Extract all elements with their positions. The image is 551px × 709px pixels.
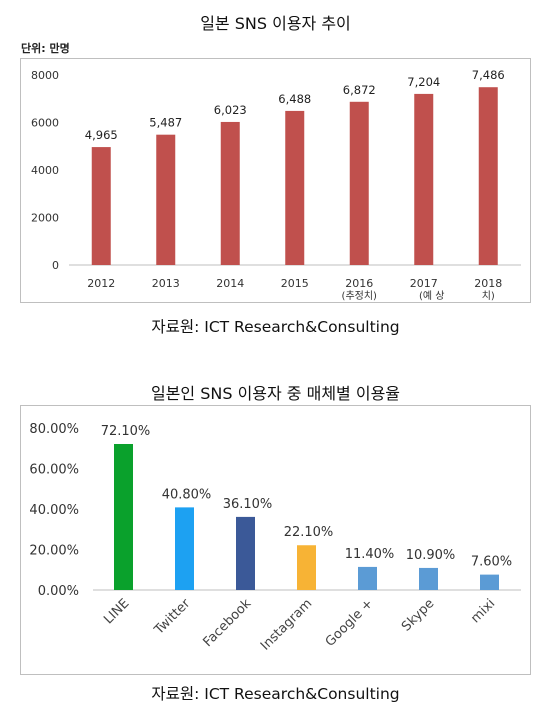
x-tick-label: 2017 — [410, 277, 438, 290]
chart2-source: 자료원: ICT Research&Consulting — [151, 685, 400, 703]
bar-2017 — [414, 93, 434, 265]
data-label: 7,204 — [407, 75, 440, 89]
data-label: 36.10% — [223, 497, 273, 512]
data-label: 4,965 — [85, 128, 118, 142]
chart1-title: 일본 SNS 이용자 추이 — [200, 14, 351, 33]
bar-2014 — [220, 121, 240, 265]
x-tick-label: 2015 — [281, 277, 309, 290]
y-tick-label: 2000 — [31, 212, 59, 225]
bar-line — [114, 443, 133, 590]
y-tick-label: 8000 — [31, 69, 59, 82]
bar-google — [358, 566, 377, 590]
chart2-title: 일본인 SNS 이용자 중 매체별 이용율 — [150, 384, 401, 403]
data-label: 10.90% — [406, 548, 456, 563]
x-tick-label: 2012 — [87, 277, 115, 290]
y-tick-label: 0 — [52, 259, 59, 272]
bar-skype — [419, 567, 438, 590]
bar-twitter — [175, 507, 194, 590]
data-label: 5,487 — [149, 116, 182, 130]
y-tick-label: 6000 — [31, 117, 59, 130]
data-label: 6,488 — [278, 92, 311, 106]
data-label: 72.10% — [101, 424, 151, 439]
x-tick-label: Twitter — [151, 596, 194, 639]
x-tick-label: Google + — [323, 596, 377, 650]
x-tick-label: mixi — [468, 596, 498, 626]
bar-2018 — [478, 87, 498, 265]
data-label: 6,023 — [214, 103, 247, 117]
bar-2013 — [156, 134, 176, 265]
x-tick-label: 2018 — [474, 277, 502, 290]
data-label: 6,872 — [343, 83, 376, 97]
x-tick-label: Instagram — [258, 596, 315, 653]
bar-2015 — [285, 110, 305, 265]
y-tick-label: 4000 — [31, 164, 59, 177]
x-tick-label: 2016 — [345, 277, 373, 290]
y-tick-label: 40.00% — [29, 503, 79, 518]
y-tick-label: 20.00% — [29, 544, 79, 559]
bar-2016 — [349, 101, 369, 265]
chart2-plot: 0.00% 20.00% 40.00% 60.00% 80.00% 72.10% LINE 4… — [29, 422, 521, 654]
bar-mixi — [480, 574, 499, 590]
data-label: 22.10% — [284, 525, 334, 540]
x-tick-label: Facebook — [201, 596, 255, 650]
x-tick-note: 치) — [482, 290, 495, 302]
chart1-panel: 0 2000 4000 6000 8000 4,965 2012 5,487 2013 6,023… — [20, 58, 531, 303]
bar-facebook — [236, 516, 255, 590]
y-tick-label: 60.00% — [29, 463, 79, 478]
x-tick-label: 2013 — [152, 277, 180, 290]
y-tick-label: 80.00% — [29, 422, 79, 437]
x-tick-note: (추정치) — [342, 290, 378, 302]
x-tick-label: LINE — [101, 596, 132, 627]
x-tick-label: Skype — [399, 596, 437, 634]
bar-instagram — [297, 545, 316, 590]
data-label: 7,486 — [472, 68, 505, 82]
y-tick-label: 0.00% — [38, 584, 79, 599]
bar-2012 — [91, 147, 111, 265]
data-label: 7.60% — [471, 555, 512, 570]
data-label: 40.80% — [162, 487, 212, 502]
chart1-source: 자료원: ICT Research&Consulting — [151, 318, 400, 336]
data-label: 11.40% — [345, 547, 395, 562]
chart1-plot: 0 2000 4000 6000 8000 4,965 2012 5,487 2013 6,023… — [31, 68, 521, 302]
x-tick-note: (예 상 — [419, 290, 444, 302]
chart1-unit-label: 단위: 만명 — [21, 42, 70, 55]
chart2-panel: 0.00% 20.00% 40.00% 60.00% 80.00% 72.10% LINE 4… — [20, 405, 531, 675]
x-tick-label: 2014 — [216, 277, 244, 290]
